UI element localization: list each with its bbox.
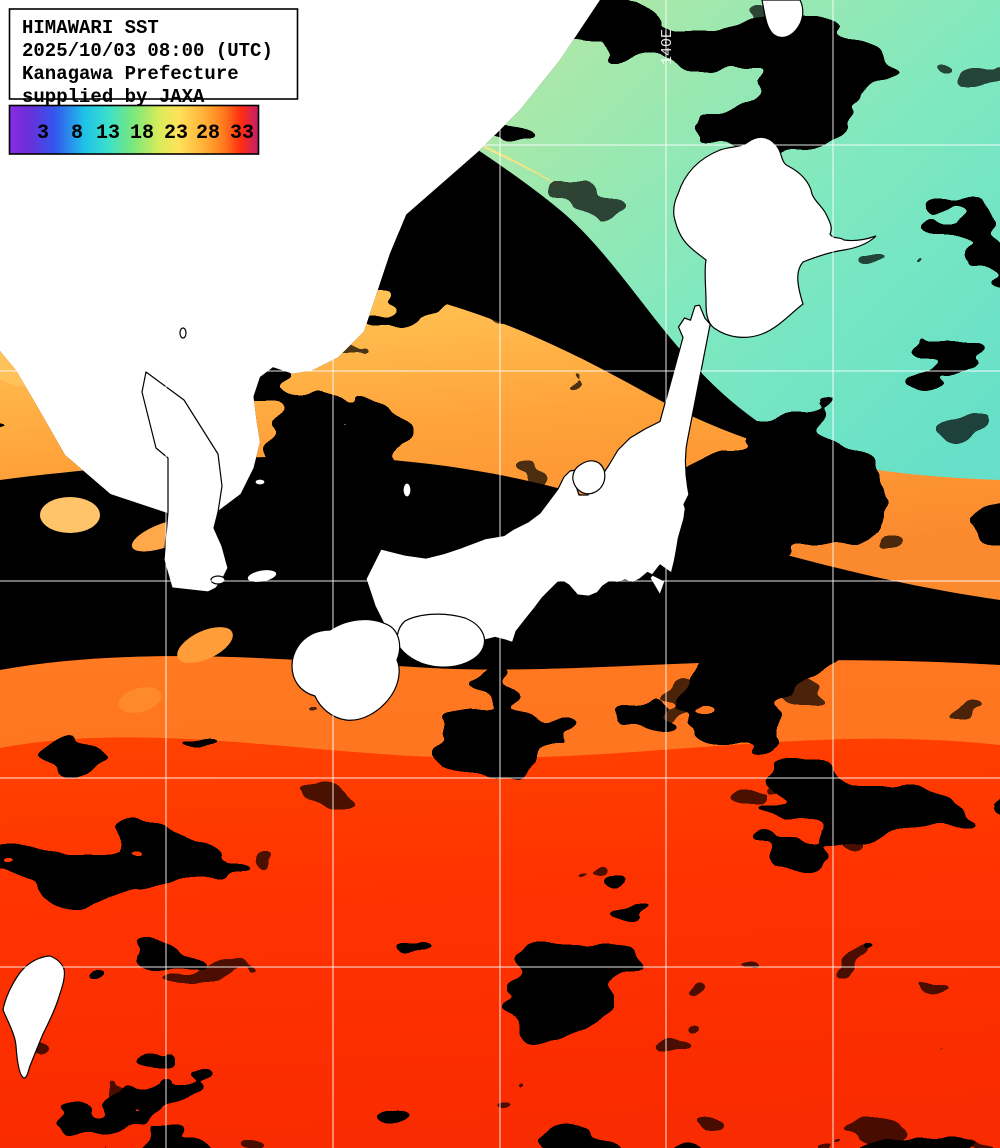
svg-text:18: 18 [130, 122, 154, 145]
svg-text:Kanagawa Prefecture: Kanagawa Prefecture [22, 63, 239, 85]
svg-text:supplied by JAXA: supplied by JAXA [22, 86, 205, 108]
svg-text:13: 13 [96, 122, 120, 145]
svg-text:3: 3 [37, 122, 49, 145]
svg-text:33: 33 [230, 122, 254, 145]
svg-text:2025/10/03 08:00 (UTC): 2025/10/03 08:00 (UTC) [22, 40, 273, 62]
svg-text:HIMAWARI SST: HIMAWARI SST [22, 17, 159, 39]
svg-text:23: 23 [164, 122, 188, 145]
svg-text:8: 8 [71, 122, 83, 145]
svg-text:140E: 140E [659, 29, 676, 65]
svg-text:28: 28 [196, 122, 220, 145]
svg-text:40N: 40N [17, 351, 40, 366]
